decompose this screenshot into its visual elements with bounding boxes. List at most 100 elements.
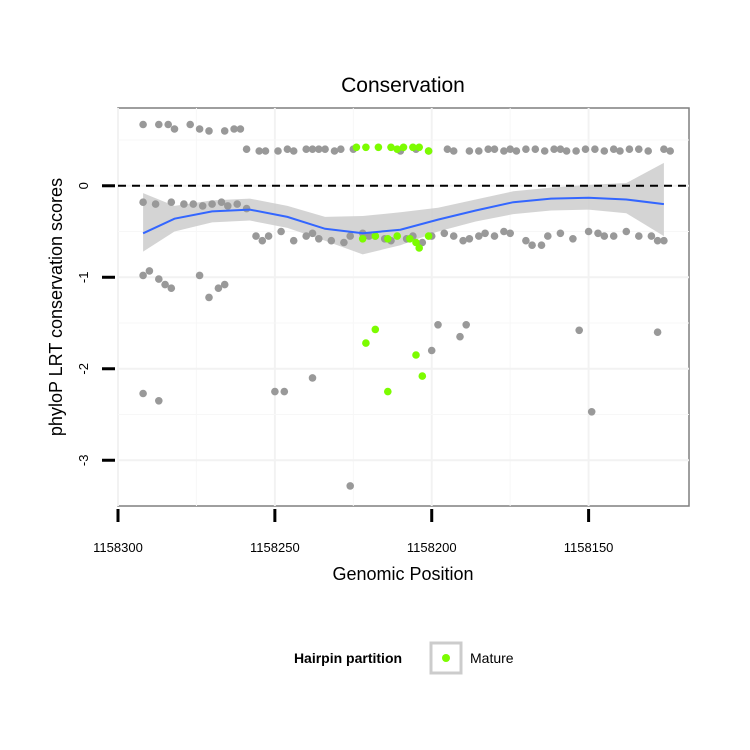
- data-point: [500, 227, 508, 236]
- data-point: [465, 235, 474, 243]
- data-point: [346, 482, 355, 490]
- mature-point: [362, 339, 370, 347]
- mature-point: [409, 143, 417, 152]
- data-point: [195, 125, 204, 133]
- data-point: [440, 229, 449, 238]
- y-tick-label: -1: [76, 272, 91, 284]
- data-point: [600, 232, 609, 240]
- mature-point: [418, 372, 427, 380]
- x-tick-label: 1158200: [407, 540, 457, 555]
- data-point: [214, 284, 223, 293]
- data-point: [151, 200, 160, 208]
- data-point: [189, 200, 198, 208]
- data-point: [274, 147, 282, 155]
- grid: [117, 108, 689, 506]
- data-point: [327, 236, 336, 245]
- data-point: [500, 147, 508, 155]
- mature-point: [362, 143, 370, 152]
- mature-point: [371, 232, 380, 240]
- data-point: [475, 147, 483, 155]
- data-point: [443, 145, 452, 153]
- data-point: [556, 145, 565, 153]
- data-point: [205, 127, 213, 135]
- data-point: [635, 232, 643, 240]
- data-point: [289, 236, 298, 245]
- data-point: [584, 227, 593, 236]
- data-point: [167, 284, 176, 293]
- legend-mature-marker: [442, 654, 450, 662]
- data-point: [506, 229, 514, 238]
- data-point: [155, 397, 163, 405]
- y-axis-title: phyloP LRT conservation scores: [46, 178, 66, 436]
- data-point: [575, 326, 583, 335]
- data-point: [308, 145, 317, 153]
- x-tick-label: 1158300: [93, 540, 143, 555]
- legend-title: Hairpin partition: [294, 650, 402, 666]
- data-point: [475, 232, 483, 240]
- data-point: [139, 389, 147, 398]
- mature-point: [406, 235, 414, 243]
- data-point: [180, 200, 188, 208]
- data-point: [277, 227, 285, 236]
- data-point: [264, 232, 273, 240]
- data-point: [330, 147, 339, 155]
- data-point: [556, 229, 565, 238]
- data-point: [572, 147, 580, 155]
- data-point: [622, 227, 631, 236]
- data-point: [544, 232, 552, 240]
- data-point: [308, 374, 317, 382]
- data-point: [302, 232, 311, 240]
- data-point: [434, 321, 442, 329]
- data-point: [161, 280, 169, 289]
- data-point: [569, 235, 577, 243]
- mature-point: [384, 235, 392, 243]
- data-point: [653, 328, 662, 337]
- data-point: [635, 145, 643, 153]
- data-point: [666, 147, 674, 155]
- x-tick-label: 1158250: [250, 540, 300, 555]
- mature-point: [384, 387, 392, 396]
- data-point: [315, 235, 323, 243]
- data-point: [220, 127, 229, 135]
- data-point: [647, 232, 656, 240]
- y-tick-label: -3: [76, 455, 91, 467]
- y-tick-label: -2: [76, 363, 91, 375]
- data-point: [660, 236, 668, 245]
- mature-point: [415, 143, 424, 152]
- legend: Hairpin partition Mature: [294, 641, 514, 675]
- data-point: [459, 236, 467, 245]
- mature-point: [399, 143, 408, 152]
- data-point: [540, 147, 549, 155]
- y-axis: -3 -2 -1 0: [76, 182, 115, 466]
- data-point: [562, 147, 571, 155]
- data-point: [242, 145, 251, 153]
- data-point: [537, 241, 546, 249]
- data-point: [550, 145, 558, 153]
- plot-panel: [117, 107, 690, 507]
- data-point: [531, 145, 540, 153]
- data-point: [220, 280, 229, 289]
- data-point: [271, 387, 279, 396]
- data-point: [283, 145, 292, 153]
- chart-title: Conservation: [341, 74, 465, 97]
- data-point: [233, 200, 241, 208]
- mature-point: [412, 351, 420, 359]
- data-point: [315, 145, 323, 153]
- data-point: [653, 236, 662, 245]
- smooth-line: [142, 196, 665, 235]
- mature-point: [393, 232, 402, 240]
- data-point: [456, 332, 464, 341]
- data-point: [302, 145, 311, 153]
- data-point: [261, 147, 270, 155]
- data-point: [155, 275, 163, 283]
- data-point: [609, 232, 618, 240]
- mature-point: [387, 143, 395, 152]
- data-point: [346, 232, 355, 240]
- data-point: [195, 271, 204, 280]
- data-point: [217, 198, 226, 206]
- data-point: [581, 145, 590, 153]
- x-axis-title: Genomic Position: [332, 564, 473, 584]
- data-point: [616, 147, 624, 155]
- legend-label-mature: Mature: [470, 650, 514, 666]
- data-point: [340, 238, 348, 247]
